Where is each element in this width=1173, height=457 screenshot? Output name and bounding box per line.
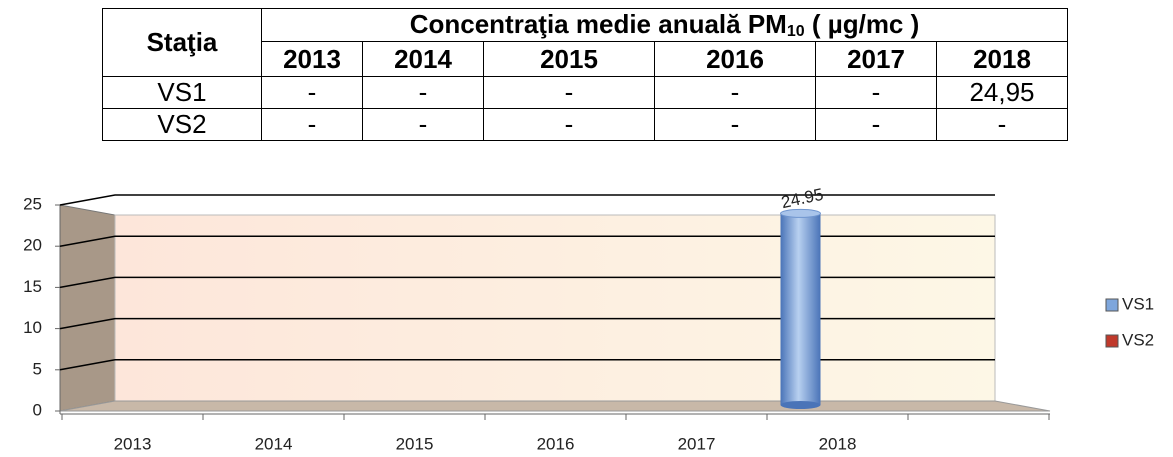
table-cell: -: [654, 76, 816, 109]
back-wall: [114, 214, 996, 402]
x-tick-label: 2015: [396, 434, 434, 453]
station-header: Staţia: [102, 8, 262, 77]
y-tick-label: 10: [23, 318, 42, 337]
data-label: 24.95: [780, 185, 826, 212]
x-tick-label: 2016: [537, 434, 575, 453]
x-tick-label: 2017: [678, 434, 716, 453]
table-cell: -: [815, 76, 937, 109]
grid-line: [59, 194, 995, 206]
table-cell: -: [362, 108, 484, 141]
x-tick-label: 2013: [114, 434, 152, 453]
grid-line: [59, 317, 995, 330]
table-cell: -: [362, 76, 484, 109]
y-tick-label: 5: [33, 359, 42, 378]
table-title: Concentraţia medie anuală PM10 ( µg/mc ): [261, 8, 1068, 42]
legend-label: VS1: [1122, 294, 1154, 313]
y-tick-label: 25: [23, 194, 42, 213]
y-tick-label: 20: [23, 236, 42, 255]
floor: [59, 400, 1051, 412]
table-cell: -: [261, 76, 363, 109]
table-cell: -: [936, 108, 1068, 141]
table-row: VS2- - - - - -: [102, 108, 1068, 141]
bar: [780, 213, 821, 405]
legend-label: VS2: [1122, 330, 1154, 349]
year-header: 2016: [654, 41, 816, 77]
y-tick-label: 15: [23, 277, 42, 296]
grid-line: [59, 359, 995, 371]
year-header: 2014: [362, 41, 484, 77]
legend-swatch: [1105, 298, 1119, 312]
bar-top: [780, 208, 821, 218]
legend-swatch: [1105, 334, 1119, 348]
table-cell: -: [483, 108, 655, 141]
x-tick-label: 2018: [819, 434, 857, 453]
year-header: 2015: [483, 41, 655, 77]
grid-line: [59, 276, 995, 289]
y-tick-label: 0: [33, 400, 42, 419]
table-cell: -: [261, 108, 363, 141]
x-tick-label: 2014: [255, 434, 293, 453]
title-part: Concentraţia medie anuală PM: [409, 9, 787, 39]
table-cell: -: [815, 108, 937, 141]
side-wall: [59, 204, 116, 412]
year-header: 2013: [261, 41, 363, 77]
table-cell: VS2: [102, 108, 262, 141]
table-cell: -: [483, 76, 655, 109]
title-part: ( µg/mc ): [804, 9, 920, 39]
data-table: Staţia Concentraţia medie anuală PM10 ( …: [102, 8, 1068, 141]
year-header: 2018: [936, 41, 1068, 77]
bar-bottom: [780, 401, 821, 409]
title-sub: 10: [786, 23, 805, 40]
grid-line: [59, 235, 995, 247]
